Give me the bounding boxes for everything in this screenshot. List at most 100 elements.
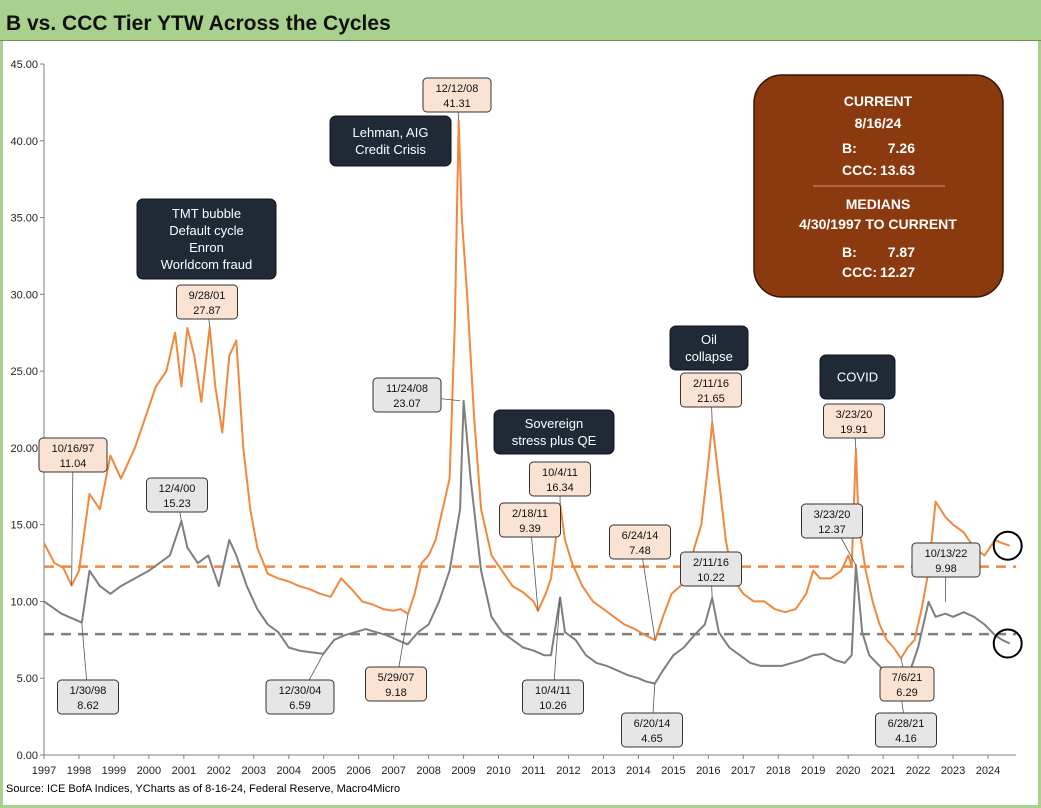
- x-axis: 1997 1998 1999 2000 2001 2002 2003 2004 2005 2006…: [32, 754, 1016, 777]
- ccc-label-date: 2/11/16: [693, 378, 729, 390]
- b-label-date: 3/23/20: [814, 509, 851, 521]
- ccc-label-box: [365, 666, 427, 702]
- ccc-label-box: [823, 403, 885, 439]
- event-label-box: [329, 115, 452, 167]
- summary-ccc-current: 13.63: [880, 162, 915, 178]
- b-label-value: 4.16: [895, 733, 916, 745]
- x-tick-label: 2004: [277, 765, 301, 777]
- ccc-label-date: 7/6/21: [892, 672, 923, 684]
- event-label-box: [669, 325, 749, 371]
- b-label-box: [57, 679, 119, 715]
- x-tick-label: 2013: [591, 765, 615, 777]
- event-label-text: COVID: [837, 370, 878, 385]
- b-label-box: [621, 712, 683, 748]
- event-label-box: [819, 354, 896, 400]
- y-tick-label: 40.00: [10, 136, 38, 148]
- x-tick-label: 2022: [906, 765, 930, 777]
- x-tick-label: 1998: [67, 765, 91, 777]
- x-tick-label: 2020: [836, 765, 860, 777]
- x-tick-label: 2015: [661, 765, 685, 777]
- title-bar: B vs. CCC Tier YTW Across the Cycles: [0, 0, 1041, 41]
- b-label-box: [680, 551, 742, 587]
- b-label-date: 11/24/08: [386, 383, 428, 395]
- event-label-text: Credit Crisis: [355, 142, 426, 157]
- summary-ccc-label: CCC:: [842, 162, 877, 178]
- summary-current-heading: CURRENT: [844, 93, 913, 109]
- x-tick-label: 2007: [381, 765, 405, 777]
- b-current-circle: [992, 628, 1023, 659]
- x-tick-label: 2014: [626, 765, 650, 777]
- b-label-value: 6.59: [289, 700, 310, 712]
- y-tick-label: 15.00: [10, 520, 38, 532]
- event-label-text: Enron: [189, 240, 224, 255]
- ccc-label-date: 10/16/97: [52, 443, 95, 455]
- callout-labels: 10/16/97 11.04 9/28/01 27.87 12/12/08 41.31 5/…: [38, 77, 981, 748]
- x-tick-label: 2009: [451, 765, 475, 777]
- y-tick-label: 10.00: [10, 596, 38, 608]
- y-tick-label: 35.00: [10, 213, 38, 225]
- event-labels: TMT bubble Default cycle Enron Worldcom fra…: [136, 115, 896, 455]
- x-tick-label: 2016: [696, 765, 720, 777]
- b-label-date: 12/4/00: [159, 483, 196, 495]
- x-tick-label: 2024: [976, 765, 1000, 777]
- x-tick-label: 2012: [556, 765, 580, 777]
- ccc-label-value: 7.48: [629, 545, 650, 557]
- ccc-label-date: 5/29/07: [378, 672, 415, 684]
- ccc-label-box: [176, 284, 238, 320]
- ccc-label-value: 27.87: [193, 305, 221, 317]
- event-label-text: collapse: [685, 349, 733, 364]
- summary-medians-range: 4/30/1997 TO CURRENT: [799, 216, 957, 232]
- y-tick-label: 5.00: [17, 673, 38, 685]
- x-tick-label: 2019: [801, 765, 825, 777]
- event-label-text: Default cycle: [169, 223, 243, 238]
- event-label-text: Worldcom fraud: [161, 257, 253, 272]
- event-label-text: Lehman, AIG: [353, 125, 429, 140]
- ccc-label-value: 16.34: [546, 482, 574, 494]
- ccc-label-leader: [71, 454, 74, 586]
- ccc-label-value: 9.39: [519, 523, 540, 535]
- median-lines: [44, 565, 1016, 636]
- ccc-label-box: [422, 77, 492, 113]
- summary-ccc-median: 12.27: [880, 264, 915, 280]
- x-tick-label: 1997: [32, 765, 56, 777]
- endpoint-circles: [992, 530, 1023, 659]
- b-label-value: 10.26: [539, 700, 567, 712]
- chart-title: B vs. CCC Tier YTW Across the Cycles: [6, 12, 391, 35]
- ccc-label-date: 6/24/14: [622, 530, 659, 542]
- ccc-label-date: 2/18/11: [512, 508, 548, 520]
- ccc-label-value: 6.29: [896, 687, 917, 699]
- x-tick-label: 2006: [346, 765, 370, 777]
- y-tick-label: 30.00: [10, 289, 38, 301]
- y-tick-label: 0.00: [17, 750, 38, 762]
- ccc-current-circle: [992, 530, 1023, 561]
- y-tick-label: 25.00: [10, 366, 38, 378]
- y-axis: 0.00 5.00 10.00 15.00 20.00 25.00 30.00 35.00 40…: [10, 59, 45, 762]
- summary-b-current: 7.26: [888, 140, 915, 156]
- b-label-value: 10.22: [697, 572, 725, 584]
- source-note: Source: ICE BofA Indices, YCharts as of …: [6, 783, 401, 795]
- event-label-text: stress plus QE: [512, 433, 597, 448]
- summary-ccc-median-label: CCC:: [842, 264, 877, 280]
- b-label-value: 8.62: [77, 700, 98, 712]
- x-tick-label: 2010: [486, 765, 510, 777]
- x-tick-label: 2003: [242, 765, 266, 777]
- x-tick-label: 2021: [871, 765, 895, 777]
- x-tick-label: 2001: [172, 765, 196, 777]
- ccc-label-box: [609, 524, 671, 560]
- b-label-date: 10/13/22: [925, 548, 968, 560]
- summary-b-median-label: B:: [842, 244, 857, 260]
- x-tick-label: 2011: [522, 765, 546, 777]
- ccc-label-box: [38, 437, 108, 473]
- b-label-value: 23.07: [393, 398, 421, 410]
- ccc-label-date: 3/23/20: [836, 409, 873, 421]
- x-tick-label: 2008: [416, 765, 440, 777]
- event-label-text: Sovereign: [525, 416, 584, 431]
- b-label-date: 12/30/04: [279, 685, 322, 697]
- x-tick-label: 2000: [137, 765, 161, 777]
- x-tick-label: 1999: [102, 765, 126, 777]
- summary-b-label: B:: [842, 140, 857, 156]
- event-label-box: [136, 198, 277, 280]
- x-tick-label: 2018: [766, 765, 790, 777]
- b-label-date: 6/28/21: [888, 718, 925, 730]
